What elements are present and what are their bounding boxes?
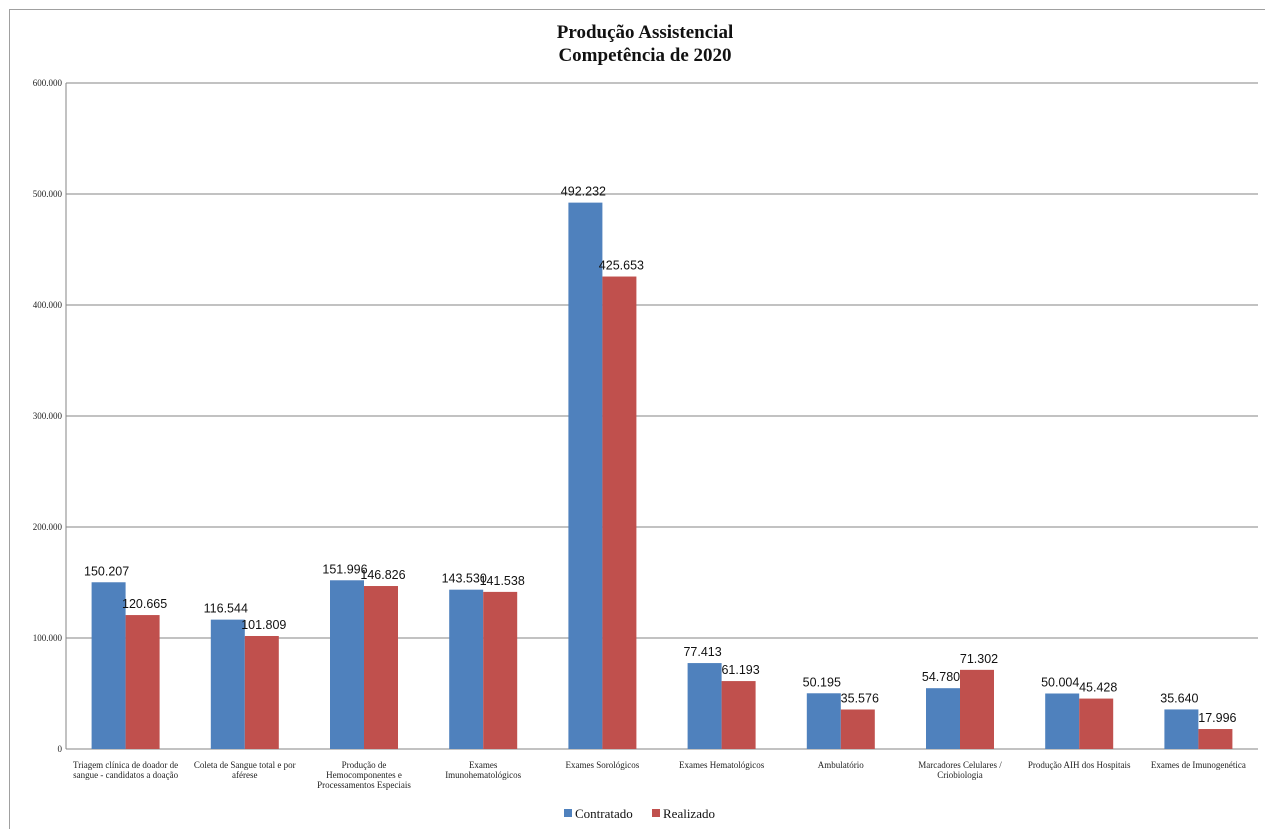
data-label: 54.780 (922, 670, 960, 684)
x-category-label: Exames de Imunogenética (1151, 760, 1246, 770)
data-label: 77.413 (683, 645, 721, 659)
bar-realizado (483, 591, 518, 749)
bar-realizado (960, 669, 994, 749)
x-category-label: Ambulatório (818, 760, 864, 770)
data-labels: 150.207 120.665 116.544 101.809 151.996146.8… (84, 185, 1237, 725)
data-label: 35.640 (1160, 691, 1198, 705)
bar-contratado (1164, 709, 1199, 749)
bar-realizado (840, 709, 875, 749)
data-label: 120.665 (122, 597, 167, 611)
bar-realizado (602, 276, 637, 749)
y-tick-label: 400.000 (33, 300, 63, 310)
bar-realizado (1079, 698, 1114, 749)
data-label: 35.576 (841, 692, 879, 706)
y-tick-label: 100.000 (33, 633, 63, 643)
data-label: 50.195 (803, 675, 841, 689)
data-label: 61.193 (721, 663, 759, 677)
data-label: 116.544 (204, 602, 248, 616)
x-category-label: Produção AIH dos Hospitais (1028, 760, 1131, 770)
y-tick-label: 200.000 (33, 522, 63, 532)
bar-realizado (1198, 729, 1233, 749)
y-tick-label: 300.000 (33, 411, 63, 421)
bar-contratado (449, 589, 484, 749)
x-category-label: Criobiologia (937, 770, 983, 780)
x-category-label: Processamentos Especiais (317, 780, 411, 790)
data-label: 150.207 (84, 564, 129, 578)
legend-label: Contratado (575, 806, 633, 821)
data-label: 45.428 (1079, 681, 1117, 695)
data-label: 151.996 (322, 562, 367, 576)
y-tick-label: 600.000 (33, 78, 63, 88)
x-category-label: sangue - candidatos a doação (73, 770, 178, 780)
x-category-label: Hemocomponentes e (326, 770, 402, 780)
data-label: 101.809 (241, 618, 286, 632)
bar-contratado (91, 582, 126, 749)
x-category-label: Exames Hematológicos (679, 760, 765, 770)
data-label: 17.996 (1198, 711, 1236, 725)
data-label: 71.302 (960, 652, 998, 666)
bar-realizado (364, 586, 398, 749)
x-category-label: Imunohematológicos (445, 770, 521, 780)
bar-contratado (687, 663, 722, 749)
x-category-label: Exames Sorológicos (566, 760, 640, 770)
y-tick-label: 0 (58, 744, 63, 754)
legend-swatch (564, 809, 572, 817)
bar-contratado (1045, 693, 1080, 749)
bar-realizado (721, 681, 756, 749)
bar-realizado (244, 635, 279, 749)
chart-title-line: Competência de 2020 (558, 45, 731, 66)
bar-contratado (568, 202, 603, 749)
bar-realizado (125, 615, 160, 749)
chart-title-line: Produção Assistencial (557, 22, 733, 43)
data-label: 492.232 (561, 185, 606, 199)
legend-swatch (652, 809, 660, 817)
bars (91, 202, 1233, 749)
x-category-label: Exames (469, 760, 498, 770)
x-category-label: aférese (232, 770, 257, 780)
legend-label: Realizado (663, 806, 715, 821)
y-axis-ticks: 0 100.000 200.000 300.000 400.000 500.000 600.… (33, 78, 63, 754)
y-tick-label: 500.000 (33, 189, 63, 199)
legend: Contratado Realizado (564, 806, 715, 821)
x-category-label: Triagem clínica de doador de (73, 760, 178, 770)
data-label: 143.530 (442, 572, 487, 586)
bar-contratado (806, 693, 841, 749)
x-category-label: Produção de (342, 760, 387, 770)
data-label: 50.004 (1041, 675, 1079, 689)
bar-contratado (926, 688, 960, 749)
x-category-label: Marcadores Celulares / (918, 760, 1002, 770)
bar-contratado (330, 580, 364, 749)
data-label: 425.653 (599, 259, 644, 273)
data-label: 141.538 (480, 574, 525, 588)
bar-contratado (210, 619, 245, 749)
data-label: 146.826 (360, 568, 405, 582)
chart-frame (9, 9, 1265, 829)
x-category-label: Coleta de Sangue total e por (194, 760, 296, 770)
